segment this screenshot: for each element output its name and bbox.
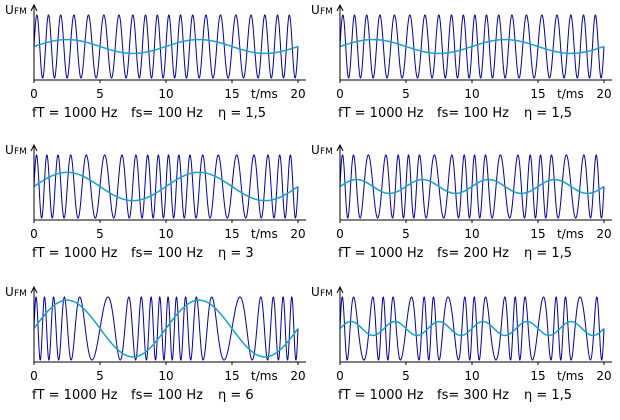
x-tick-label: 15 xyxy=(224,87,239,101)
modulating-signal-line xyxy=(33,38,299,55)
caption-eta: η = 1,5 xyxy=(218,106,266,121)
y-axis-label-sub: FM xyxy=(14,7,27,17)
y-axis-label: U xyxy=(311,143,320,157)
y-axis-label: U xyxy=(311,285,320,299)
caption-eta: η = 3 xyxy=(218,246,254,261)
caption-fs: fs= 200 Hz xyxy=(437,246,509,261)
x-axis-label: t/ms xyxy=(251,227,278,241)
fm-panel-6: U FM 0 5 10 15 20 t/ms fT = 1000 Hz fs= 300 Hz η =… xyxy=(311,285,612,403)
caption-ft: fT = 1000 Hz xyxy=(32,388,118,403)
y-axis-label-sub: FM xyxy=(320,7,333,17)
caption-ft: fT = 1000 Hz xyxy=(338,388,424,403)
caption-ft: fT = 1000 Hz xyxy=(32,106,118,121)
caption-eta: η = 1,5 xyxy=(524,388,572,403)
y-axis-label: U xyxy=(5,3,14,17)
x-tick-label: 0 xyxy=(336,227,344,241)
caption-eta: η = 1,5 xyxy=(524,246,572,261)
x-tick-label: 20 xyxy=(596,87,611,101)
modulating-signal-line xyxy=(339,38,605,55)
x-axis-label: t/ms xyxy=(251,369,278,383)
x-axis-label: t/ms xyxy=(557,227,584,241)
y-axis-arrow xyxy=(336,143,344,152)
x-tick-label: 5 xyxy=(96,369,104,383)
y-axis-arrow xyxy=(336,3,344,12)
y-axis-label: U xyxy=(5,285,14,299)
y-axis-arrow xyxy=(30,3,38,12)
modulating-signal-line xyxy=(339,320,605,337)
x-axis-label: t/ms xyxy=(557,87,584,101)
x-tick-label: 5 xyxy=(402,87,410,101)
fm-panel-5: U FM 0 5 10 15 20 t/ms fT = 1000 Hz fs= 100 Hz η =… xyxy=(5,285,306,403)
x-tick-label: 5 xyxy=(96,87,104,101)
x-tick-label: 5 xyxy=(402,227,410,241)
caption-ft: fT = 1000 Hz xyxy=(32,246,118,261)
x-tick-label: 10 xyxy=(158,369,173,383)
x-tick-label: 10 xyxy=(464,227,479,241)
y-axis-arrow xyxy=(30,143,38,152)
y-axis-arrow xyxy=(336,285,344,294)
y-axis-label-sub: FM xyxy=(320,147,333,157)
x-tick-label: 15 xyxy=(530,227,545,241)
x-axis-label: t/ms xyxy=(251,87,278,101)
modulating-signal-line xyxy=(33,171,299,202)
x-tick-label: 15 xyxy=(530,369,545,383)
x-tick-label: 15 xyxy=(224,369,239,383)
x-tick-label: 10 xyxy=(464,87,479,101)
x-tick-label: 20 xyxy=(596,369,611,383)
x-tick-label: 15 xyxy=(530,87,545,101)
x-tick-label: 10 xyxy=(158,227,173,241)
caption-fs: fs= 100 Hz xyxy=(437,106,509,121)
x-tick-label: 0 xyxy=(30,87,38,101)
caption-fs: fs= 100 Hz xyxy=(131,388,203,403)
x-tick-label: 10 xyxy=(464,369,479,383)
x-tick-label: 0 xyxy=(336,87,344,101)
x-tick-label: 0 xyxy=(30,227,38,241)
y-axis-arrow xyxy=(30,285,38,294)
x-tick-label: 15 xyxy=(224,227,239,241)
x-tick-label: 0 xyxy=(336,369,344,383)
x-tick-label: 5 xyxy=(96,227,104,241)
x-tick-label: 0 xyxy=(30,369,38,383)
modulating-signal-line xyxy=(339,178,605,195)
caption-fs: fs= 300 Hz xyxy=(437,388,509,403)
y-axis-label-sub: FM xyxy=(14,289,27,299)
caption-eta: η = 6 xyxy=(218,388,254,403)
x-tick-label: 20 xyxy=(290,227,305,241)
caption-ft: fT = 1000 Hz xyxy=(338,246,424,261)
caption-ft: fT = 1000 Hz xyxy=(338,106,424,121)
y-axis-label: U xyxy=(311,3,320,17)
fm-panel-4: U FM 0 5 10 15 20 t/ms fT = 1000 Hz fs= 200 Hz η =… xyxy=(311,143,612,261)
x-tick-label: 20 xyxy=(596,227,611,241)
fm-panel-2: U FM 0 5 10 15 20 t/ms fT = 1000 Hz fs= 100 Hz η =… xyxy=(311,3,612,121)
x-axis-label: t/ms xyxy=(557,369,584,383)
fm-panel-3: U FM 0 5 10 15 20 t/ms fT = 1000 Hz fs= 100 Hz η =… xyxy=(5,143,306,261)
modulating-signal-line xyxy=(33,299,299,358)
caption-eta: η = 1,5 xyxy=(524,106,572,121)
y-axis-label-sub: FM xyxy=(14,147,27,157)
fm-panel-1: U FM 0 5 10 15 20 t/ms fT = 1000 Hz fs= 100 Hz η =… xyxy=(5,3,306,121)
x-tick-label: 20 xyxy=(290,87,305,101)
x-tick-label: 10 xyxy=(158,87,173,101)
y-axis-label-sub: FM xyxy=(320,289,333,299)
caption-fs: fs= 100 Hz xyxy=(131,106,203,121)
x-tick-label: 5 xyxy=(402,369,410,383)
y-axis-label: U xyxy=(5,143,14,157)
x-tick-label: 20 xyxy=(290,369,305,383)
caption-fs: fs= 100 Hz xyxy=(131,246,203,261)
